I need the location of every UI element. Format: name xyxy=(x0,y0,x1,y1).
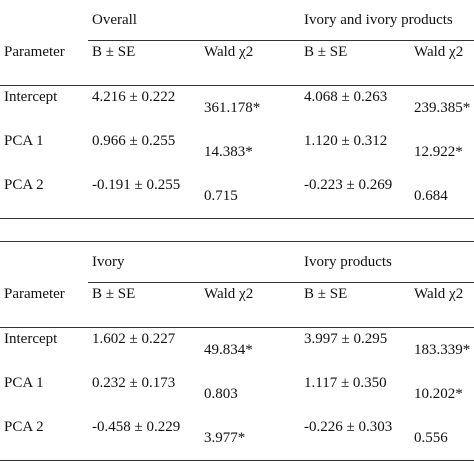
data-table: Overall Ivory and ivory products Parameter… xyxy=(0,0,474,219)
column-header: Parameter xyxy=(0,40,88,86)
blank-cell xyxy=(0,0,88,41)
row-label: PCA 2 xyxy=(0,416,88,461)
cell: 3.997 ± 0.295 xyxy=(304,331,388,347)
cell: 10.202* xyxy=(414,385,463,402)
cell: -0.458 ± 0.229 xyxy=(88,416,200,461)
blank-cell xyxy=(0,242,88,283)
row-label: Intercept xyxy=(4,89,58,105)
data-row: PCA 2 -0.458 ± 0.229 3.977* -0.226 ± 0.303 0… xyxy=(0,416,474,461)
cell: 4.068 ± 0.263 xyxy=(304,89,388,105)
cell: 0.684 xyxy=(410,174,474,219)
cell: 4.216 ± 0.222 xyxy=(92,89,176,105)
column-header: B ± SE xyxy=(300,40,411,86)
column-header: B ± SE xyxy=(88,282,200,328)
cell: 14.383* xyxy=(204,143,253,160)
data-row: Intercept 1.602 ± 0.227 49.834* 3.997 ± 0.2… xyxy=(0,328,474,373)
column-header: B ± SE xyxy=(300,282,410,328)
data-row: PCA 1 0.966 ± 0.255 14.383* 1.120 ± 0.312 12… xyxy=(0,130,474,174)
row-label: Intercept xyxy=(4,331,58,347)
cell: 1.120 ± 0.312 xyxy=(304,133,388,149)
cell: 183.339* xyxy=(414,341,471,358)
data-table: Ivory Ivory products Parameter B ± SE Wald χ… xyxy=(0,241,474,461)
cell: 49.834* xyxy=(204,341,253,358)
cell: -0.226 ± 0.303 xyxy=(300,416,410,461)
cell: 12.922* xyxy=(414,143,463,160)
row-label: PCA 1 xyxy=(4,133,44,149)
header-row: Parameter B ± SE Wald χ2 B ± SE Wald χ2 xyxy=(0,40,474,86)
data-row: PCA 2 -0.191 ± 0.255 0.715 -0.223 ± 0.269 0.… xyxy=(0,174,474,219)
data-row: Intercept 4.216 ± 0.222 361.178* 4.068 ± 0.… xyxy=(0,86,474,131)
cell: 0.556 xyxy=(410,416,474,461)
group-row: Overall Ivory and ivory products xyxy=(0,0,474,41)
cell: 0.803 xyxy=(204,385,238,402)
cell: 1.602 ± 0.227 xyxy=(92,331,176,347)
group-header: Ivory xyxy=(88,241,300,283)
cell: 3.977* xyxy=(200,416,300,461)
column-header: Wald χ2 xyxy=(410,282,474,328)
cell: 0.966 ± 0.255 xyxy=(92,133,176,149)
cell: 239.385* xyxy=(414,99,471,116)
row-label: PCA 1 xyxy=(4,375,44,391)
group-row: Ivory Ivory products xyxy=(0,241,474,283)
data-row: PCA 1 0.232 ± 0.173 0.803 1.117 ± 0.350 10.2… xyxy=(0,372,474,416)
column-header: Wald χ2 xyxy=(200,282,300,328)
group-header: Ivory and ivory products xyxy=(300,0,474,41)
column-header: Wald χ2 xyxy=(200,40,301,86)
cell: 361.178* xyxy=(204,99,261,116)
cell: 0.715 xyxy=(200,174,301,219)
cell: -0.191 ± 0.255 xyxy=(88,174,200,219)
header-row: Parameter B ± SE Wald χ2 B ± SE Wald χ2 xyxy=(0,282,474,328)
column-header: B ± SE xyxy=(88,40,200,86)
row-label: PCA 2 xyxy=(0,174,88,219)
column-header: Wald χ2 xyxy=(410,40,474,86)
cell: -0.223 ± 0.269 xyxy=(300,174,411,219)
column-header: Parameter xyxy=(0,282,88,328)
cell: 1.117 ± 0.350 xyxy=(304,375,387,391)
cell: 0.232 ± 0.173 xyxy=(92,375,176,391)
group-header: Overall xyxy=(88,0,301,41)
group-header: Ivory products xyxy=(300,241,474,283)
